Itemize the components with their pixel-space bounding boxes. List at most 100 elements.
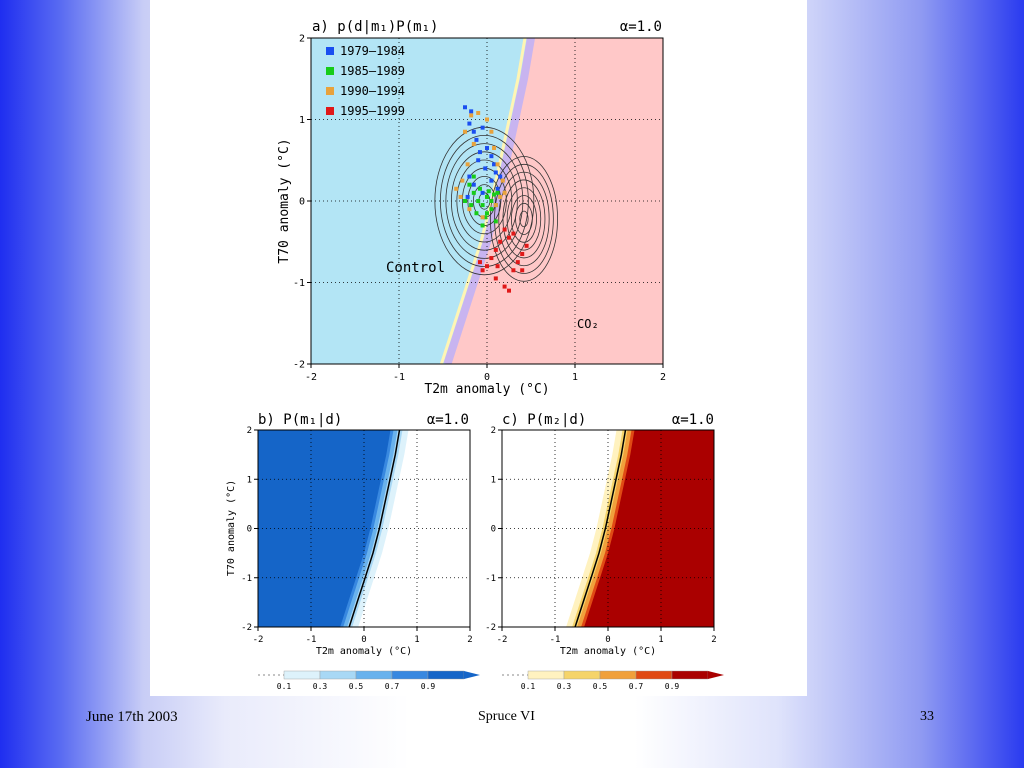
colorbar-segment xyxy=(355,670,393,680)
y-tick-label: 1 xyxy=(247,475,252,485)
control-contour xyxy=(456,159,513,243)
scatter-point xyxy=(524,243,529,248)
scatter-point xyxy=(477,260,482,265)
scatter-point xyxy=(477,150,482,155)
x-tick-label: 0 xyxy=(484,372,490,383)
y-tick-label: -2 xyxy=(293,360,305,371)
scatter-point xyxy=(520,268,525,273)
scatter-point xyxy=(480,268,485,273)
x-tick-label: -1 xyxy=(393,372,405,383)
panel-b-colorbar: 0.1 0.3 0.5 0.7 0.9 xyxy=(258,670,480,691)
figure-svg: -2 -2 -1 -1 0 0 1 1 2 2 1979–1984 1985–1989 1990–19… xyxy=(226,19,724,691)
x-tick-label: 0 xyxy=(361,635,366,645)
legend-label: 1990–1994 xyxy=(340,84,405,98)
scatter-point xyxy=(500,178,505,183)
legend-label: 1985–1989 xyxy=(340,64,405,78)
scatter-point xyxy=(480,125,485,130)
panel-a-boundary-band xyxy=(443,38,535,364)
x-tick-label: 2 xyxy=(467,635,472,645)
y-tick-label: 2 xyxy=(299,34,305,45)
scatter-point xyxy=(489,178,494,183)
scatter-point xyxy=(498,239,503,244)
scatter-point xyxy=(498,174,503,179)
colorbar-over-arrow xyxy=(464,671,480,679)
colorbar-segment xyxy=(427,670,465,680)
legend-label: 1995–1999 xyxy=(340,104,405,118)
scatter-point xyxy=(463,129,467,134)
scatter-point xyxy=(492,192,497,197)
control-contour xyxy=(450,151,518,251)
y-tick-label: -1 xyxy=(241,574,252,584)
scatter-point xyxy=(492,146,497,151)
scatter-point xyxy=(465,162,470,167)
footer-date: June 17th 2003 xyxy=(86,709,178,725)
scatter-point xyxy=(471,174,476,179)
panel-a-ticks: -2-2 -1 -1 0 0 1 1 2 2 xyxy=(293,34,666,384)
scatter-point xyxy=(498,194,503,199)
panel-c-alpha: α=1.0 xyxy=(672,412,714,428)
control-contour xyxy=(445,143,524,259)
legend-swatch xyxy=(326,87,334,95)
colorbar-tick-label: 0.9 xyxy=(421,682,436,691)
colorbar-tick-label: 0.9 xyxy=(665,682,680,691)
colorbar-tick-label: 0.7 xyxy=(629,682,644,691)
colorbar-over-arrow xyxy=(708,671,724,679)
panel-c-title: c) P(m₂|d) xyxy=(502,412,586,428)
scatter-point xyxy=(471,182,476,187)
scatter-point xyxy=(485,211,489,216)
colorbar-tick-label: 0.1 xyxy=(521,682,536,691)
scatter-point xyxy=(485,264,489,269)
co2-contour xyxy=(519,210,529,228)
colorbar-segment xyxy=(319,670,357,680)
probability-band xyxy=(258,430,391,627)
panel-a-title: a) p(d|m₁)P(m₁) xyxy=(312,19,438,35)
scatter-point xyxy=(463,199,467,203)
legend-label: 1979–1984 xyxy=(340,44,405,58)
scatter-point xyxy=(477,186,482,191)
panel-a-xlabel: T2m anomaly (°C) xyxy=(424,382,549,397)
scatter-point xyxy=(515,260,520,265)
legend-swatch xyxy=(326,107,334,115)
legend-swatch xyxy=(326,67,334,75)
scatter-point xyxy=(471,190,476,195)
panel-a-region-label-co2: CO₂ xyxy=(577,317,599,331)
control-contour xyxy=(439,134,529,267)
x-tick-label: -2 xyxy=(253,635,264,645)
panel-c-grid xyxy=(502,430,714,627)
scatter-point xyxy=(485,117,489,122)
colorbar-tick-label: 0.3 xyxy=(313,682,328,691)
scatter-point xyxy=(467,182,472,187)
scatter-point xyxy=(495,162,500,167)
scatter-point xyxy=(476,110,481,115)
scatter-point xyxy=(502,227,507,232)
scatter-point xyxy=(474,211,479,216)
scatter-point xyxy=(511,268,516,273)
panel-c-ticks: -2-2 -1 -1 0 0 1 1 2 2 xyxy=(485,426,717,645)
scatter-point xyxy=(492,162,497,167)
colorbar-segment xyxy=(283,670,321,680)
colorbar-segment xyxy=(391,670,429,680)
panel-c-xlabel: T2m anomaly (°C) xyxy=(560,646,656,657)
y-tick-label: 1 xyxy=(299,115,305,126)
scatter-point xyxy=(454,186,459,191)
scatter-point xyxy=(493,247,498,252)
panel-b-title: b) P(m₁|d) xyxy=(258,412,342,428)
panel-b-ylabel: T70 anomaly (°C) xyxy=(226,480,237,576)
scatter-point xyxy=(493,219,498,224)
x-tick-label: 2 xyxy=(711,635,716,645)
scatter-point xyxy=(502,190,507,195)
scatter-point xyxy=(507,235,511,240)
co2-contour xyxy=(502,179,546,259)
co2-contour xyxy=(489,156,558,282)
y-tick-label: 0 xyxy=(299,197,305,208)
panel-a-alpha: α=1.0 xyxy=(620,19,662,35)
x-tick-label: -1 xyxy=(550,635,561,645)
scatter-point xyxy=(469,203,474,208)
scatter-point xyxy=(467,121,472,126)
y-tick-label: 0 xyxy=(247,525,252,535)
co2-contour xyxy=(515,202,533,235)
scatter-point xyxy=(486,189,491,194)
colorbar-tick-label: 0.7 xyxy=(385,682,400,691)
panel-c: -2-2 -1 -1 0 0 1 1 2 2 c) P(m₂|d) α=1.0 T2m anom… xyxy=(485,412,724,691)
panel-b-alpha: α=1.0 xyxy=(427,412,469,428)
